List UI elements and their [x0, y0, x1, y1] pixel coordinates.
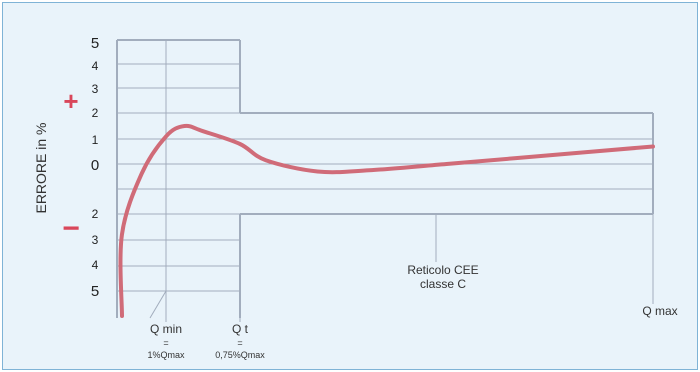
qmin-bracket-diagonal — [149, 290, 167, 319]
y-tick-label: 4 — [92, 258, 99, 272]
y-tick-labels: 5 4 3 2 1 0 2 3 4 5 — [91, 35, 99, 300]
y-tick-label: 2 — [92, 207, 99, 221]
error-curve — [118, 123, 655, 318]
annotation-line-2: classe C — [420, 277, 466, 291]
qt-label: Q t — [232, 322, 249, 336]
y-tick-label: 5 — [91, 35, 99, 52]
plus-sign: + — [63, 86, 78, 116]
y-tick-label: 5 — [91, 283, 99, 300]
tolerance-grid — [116, 39, 654, 322]
y-tick-label: 0 — [91, 157, 99, 174]
qmax-label: Q max — [642, 304, 677, 318]
qmin-label: Q min — [150, 322, 182, 336]
y-tick-label: 3 — [92, 233, 99, 247]
qmin-equals: = — [163, 338, 168, 348]
y-tick-label: 3 — [92, 82, 99, 96]
y-tick-label: 1 — [92, 133, 99, 147]
y-tick-label: 2 — [92, 106, 99, 120]
y-axis-label: ERRORE in % — [33, 122, 49, 213]
y-tick-label: 4 — [92, 59, 99, 73]
qt-equals: = — [237, 338, 242, 348]
qt-value: 0,75%Qmax — [215, 350, 265, 360]
minus-sign: − — [62, 212, 80, 245]
qmin-value: 1%Qmax — [147, 350, 185, 360]
annotation-line-1: Reticolo CEE — [407, 263, 478, 277]
